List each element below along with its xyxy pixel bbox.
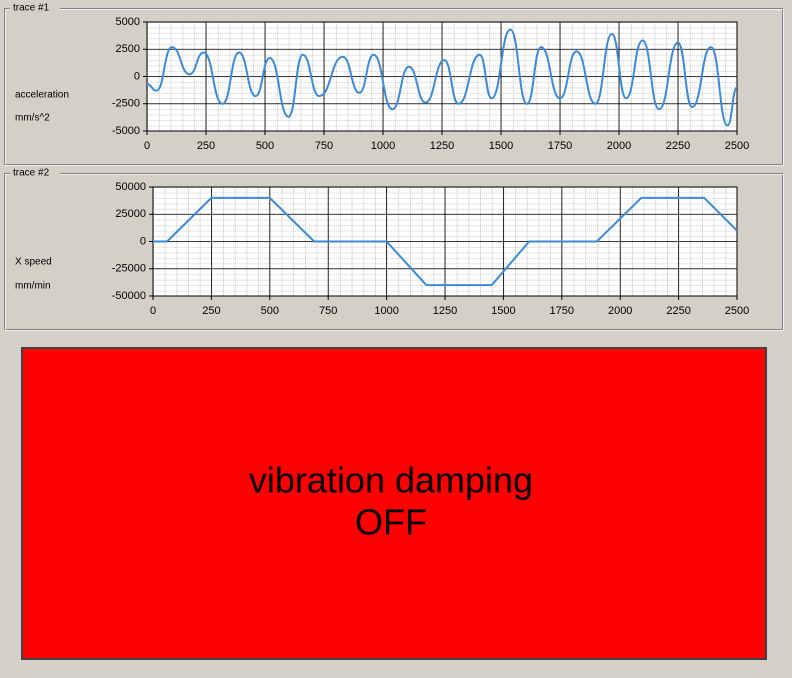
group-box-highlight: [5, 9, 784, 166]
status-panel: [21, 347, 767, 660]
y-tick-label: 50000: [115, 181, 146, 193]
status-line: vibration damping: [249, 460, 533, 501]
x-tick-label: 1000: [374, 305, 398, 317]
y-tick-label: -5000: [112, 125, 140, 137]
group-title: trace #1: [13, 3, 50, 14]
y-tick-label: -25000: [112, 263, 146, 275]
x-tick-label: 1500: [489, 140, 513, 152]
x-tick-label: 750: [315, 140, 333, 152]
group-box: [4, 173, 783, 330]
group-box: [4, 8, 783, 165]
y-label: acceleration: [15, 90, 69, 101]
x-tick-label: 0: [144, 140, 150, 152]
x-tick-label: 500: [256, 140, 274, 152]
x-tick-label: 2000: [607, 140, 631, 152]
y-tick-label: -50000: [112, 290, 146, 302]
x-tick-label: 2500: [725, 140, 749, 152]
x-tick-label: 250: [197, 140, 215, 152]
x-tick-label: 1250: [430, 140, 454, 152]
group-box-highlight: [5, 174, 784, 331]
x-tick-label: 1500: [491, 305, 515, 317]
x-tick-label: 1750: [550, 305, 574, 317]
y-unit: mm/min: [15, 281, 51, 292]
y-tick-label: -2500: [112, 98, 140, 110]
x-tick-label: 500: [261, 305, 279, 317]
x-tick-label: 2250: [666, 140, 690, 152]
x-tick-label: 250: [202, 305, 220, 317]
x-tick-label: 1000: [371, 140, 395, 152]
y-tick-label: 5000: [116, 16, 140, 28]
y-tick-label: 25000: [115, 208, 146, 220]
x-tick-label: 2250: [666, 305, 690, 317]
status-line: OFF: [355, 502, 427, 543]
plot-frame: [146, 21, 738, 132]
trace-line: [153, 196, 738, 287]
y-tick-label: 0: [134, 70, 140, 82]
y-unit: mm/s^2: [15, 113, 50, 124]
x-tick-label: 2000: [608, 305, 632, 317]
y-tick-label: 0: [140, 235, 146, 247]
x-tick-label: 2500: [725, 305, 749, 317]
x-tick-label: 1750: [548, 140, 572, 152]
trace-line: [146, 28, 738, 127]
x-tick-label: 1250: [433, 305, 457, 317]
group-title-bg: [10, 167, 60, 179]
y-label: X speed: [15, 257, 52, 268]
x-tick-label: 750: [319, 305, 337, 317]
y-tick-label: 2500: [116, 43, 140, 55]
group-title-bg: [10, 2, 60, 14]
group-title: trace #2: [13, 168, 50, 179]
x-tick-label: 0: [150, 305, 156, 317]
